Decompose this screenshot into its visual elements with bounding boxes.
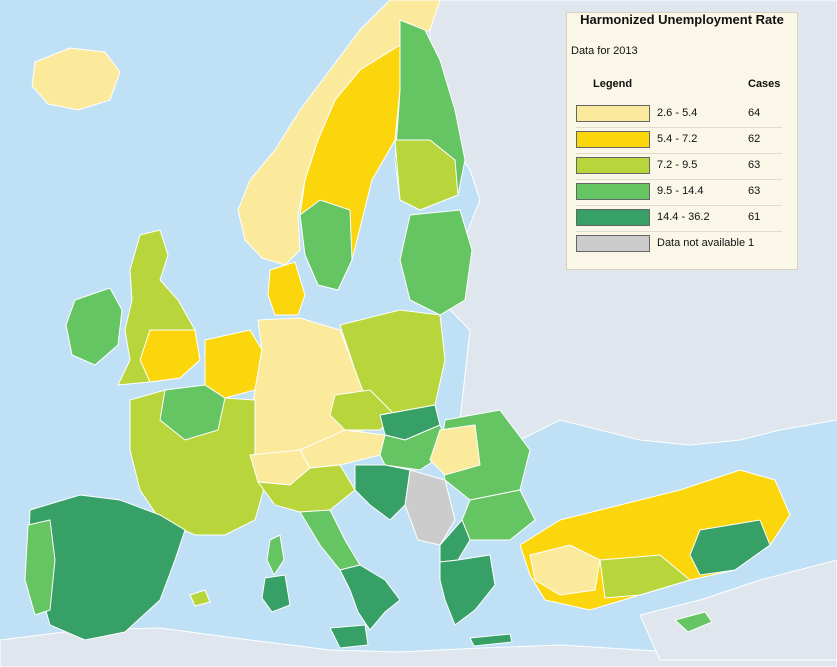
legend-range-label: Data not available [657, 237, 746, 249]
sweden-south [299, 199, 353, 291]
legend-subtitle: Data for 2013 [571, 45, 638, 57]
cases-column-header: Cases [748, 78, 781, 90]
portugal [24, 519, 56, 616]
middle-east-land [639, 559, 837, 661]
england-south [139, 329, 201, 383]
legend-swatch [576, 105, 650, 122]
legend-range-label: 2.6 - 5.4 [657, 107, 698, 119]
legend-swatch [576, 209, 650, 226]
legend-row: 7.2 - 9.5 63 [576, 155, 784, 177]
legend-cases-value: 63 [748, 185, 761, 197]
legend-range-label: 9.5 - 14.4 [657, 185, 704, 197]
finland-mid [394, 139, 459, 211]
baltics [399, 209, 473, 316]
legend-column-header: Legend [593, 78, 633, 90]
france-north [159, 384, 226, 441]
legend-row: 14.4 - 36.2 61 [576, 207, 784, 229]
macedonia [439, 519, 471, 563]
denmark [267, 261, 306, 316]
legend-row: 2.6 - 5.4 64 [576, 103, 784, 125]
turkey-south [599, 554, 692, 599]
corsica [266, 534, 285, 577]
legend-cases-value: 63 [748, 159, 761, 171]
crete [469, 633, 513, 647]
czechia [329, 389, 396, 431]
sardinia [261, 574, 291, 613]
legend-swatch [576, 183, 650, 200]
iceland [31, 47, 121, 111]
legend-range-label: 5.4 - 7.2 [657, 133, 698, 145]
benelux [204, 329, 263, 399]
sicily [329, 624, 369, 649]
cyprus [673, 611, 713, 633]
italy-north [256, 464, 356, 513]
balearics [189, 589, 211, 607]
legend-cases-value: 1 [748, 237, 755, 249]
legend-divider [576, 153, 782, 154]
legend-cases-value: 64 [748, 107, 761, 119]
legend-divider [576, 179, 782, 180]
legend-divider [576, 127, 782, 128]
turkey-east [689, 519, 771, 576]
greece [439, 554, 496, 626]
legend-swatch [576, 157, 650, 174]
north-africa-land [0, 627, 837, 667]
legend-divider [576, 205, 782, 206]
croatia [354, 464, 411, 521]
legend-swatch [576, 235, 650, 252]
legend-row: 5.4 - 7.2 62 [576, 129, 784, 151]
legend-divider [576, 231, 782, 232]
romania-west [429, 424, 481, 476]
legend-title: Harmonized Unemployment Rate [580, 12, 784, 27]
ireland [65, 287, 123, 366]
italy-south [339, 564, 401, 631]
legend-panel [566, 12, 798, 270]
legend-range-label: 14.4 - 36.2 [657, 211, 710, 223]
legend-row: 9.5 - 14.4 63 [576, 181, 784, 203]
legend-cases-value: 62 [748, 133, 761, 145]
legend-range-label: 7.2 - 9.5 [657, 159, 698, 171]
legend-row: Data not available 1 [576, 233, 784, 255]
legend-cases-value: 61 [748, 211, 761, 223]
turkey-west [529, 544, 601, 596]
legend-swatch [576, 131, 650, 148]
